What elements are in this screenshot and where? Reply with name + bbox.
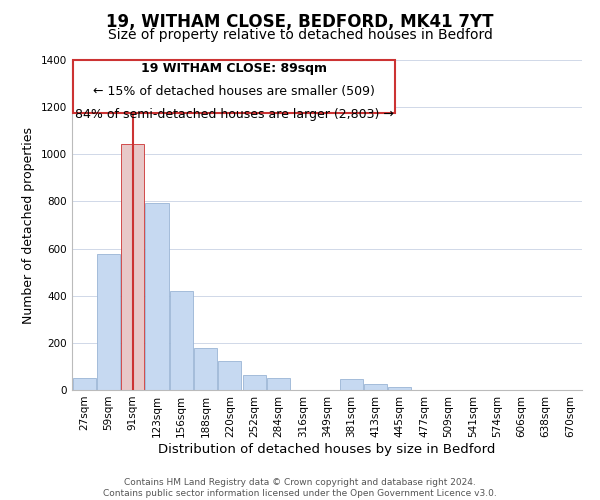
Text: ← 15% of detached houses are smaller (509): ← 15% of detached houses are smaller (50…: [93, 84, 375, 98]
FancyBboxPatch shape: [73, 60, 395, 113]
Text: 19, WITHAM CLOSE, BEDFORD, MK41 7YT: 19, WITHAM CLOSE, BEDFORD, MK41 7YT: [106, 12, 494, 30]
Bar: [267, 378, 290, 390]
Text: Size of property relative to detached houses in Bedford: Size of property relative to detached ho…: [107, 28, 493, 42]
Bar: [388, 387, 412, 390]
Text: 19 WITHAM CLOSE: 89sqm: 19 WITHAM CLOSE: 89sqm: [141, 62, 327, 74]
Bar: [170, 291, 193, 390]
Bar: [242, 376, 266, 390]
X-axis label: Distribution of detached houses by size in Bedford: Distribution of detached houses by size …: [158, 442, 496, 456]
Bar: [121, 144, 144, 390]
Text: 84% of semi-detached houses are larger (2,803) →: 84% of semi-detached houses are larger (…: [74, 108, 394, 121]
Bar: [97, 254, 120, 390]
Bar: [73, 378, 95, 390]
Bar: [145, 202, 169, 390]
Bar: [218, 360, 241, 390]
Bar: [364, 384, 387, 390]
Y-axis label: Number of detached properties: Number of detached properties: [22, 126, 35, 324]
Bar: [340, 378, 363, 390]
Bar: [194, 348, 217, 390]
Text: Contains HM Land Registry data © Crown copyright and database right 2024.
Contai: Contains HM Land Registry data © Crown c…: [103, 478, 497, 498]
